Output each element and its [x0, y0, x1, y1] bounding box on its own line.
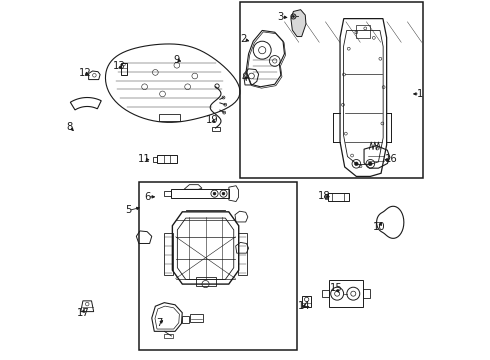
Bar: [157, 155, 177, 163]
Bar: [164, 334, 172, 338]
Bar: [172, 189, 229, 198]
Bar: [121, 63, 126, 75]
Bar: [153, 157, 157, 162]
Text: 9: 9: [173, 55, 180, 65]
Text: 8: 8: [67, 122, 73, 132]
Text: 4: 4: [242, 73, 248, 83]
Text: 13: 13: [113, 61, 125, 71]
Polygon shape: [291, 10, 306, 37]
Text: 1: 1: [417, 89, 423, 99]
Text: 18: 18: [318, 191, 330, 201]
Text: 15: 15: [330, 283, 343, 293]
Bar: [190, 315, 203, 322]
Bar: [181, 316, 190, 323]
Bar: [363, 289, 369, 298]
Text: 7: 7: [156, 319, 163, 328]
Text: 3: 3: [278, 12, 284, 22]
Text: 11: 11: [138, 154, 150, 164]
Text: 17: 17: [76, 308, 89, 318]
Bar: [164, 233, 172, 275]
Text: 14: 14: [298, 301, 311, 311]
Circle shape: [213, 192, 216, 195]
Bar: [139, 182, 297, 350]
Bar: [302, 296, 311, 307]
Bar: [325, 194, 328, 199]
Text: 16: 16: [385, 154, 398, 164]
Bar: [329, 280, 363, 307]
Circle shape: [368, 162, 372, 166]
Text: 10: 10: [373, 222, 386, 231]
Bar: [328, 193, 349, 201]
Bar: [239, 233, 247, 275]
Bar: [159, 114, 180, 121]
Circle shape: [222, 192, 225, 195]
Bar: [164, 191, 171, 197]
Text: 19: 19: [206, 115, 219, 125]
Text: 6: 6: [144, 192, 150, 202]
Bar: [322, 290, 329, 297]
Bar: [212, 127, 220, 131]
Bar: [196, 277, 216, 286]
Text: 5: 5: [125, 206, 132, 216]
Circle shape: [293, 15, 294, 18]
Text: 12: 12: [79, 68, 92, 78]
Bar: [356, 25, 370, 37]
Bar: [240, 3, 422, 178]
Circle shape: [355, 162, 358, 166]
Text: 2: 2: [241, 35, 247, 44]
